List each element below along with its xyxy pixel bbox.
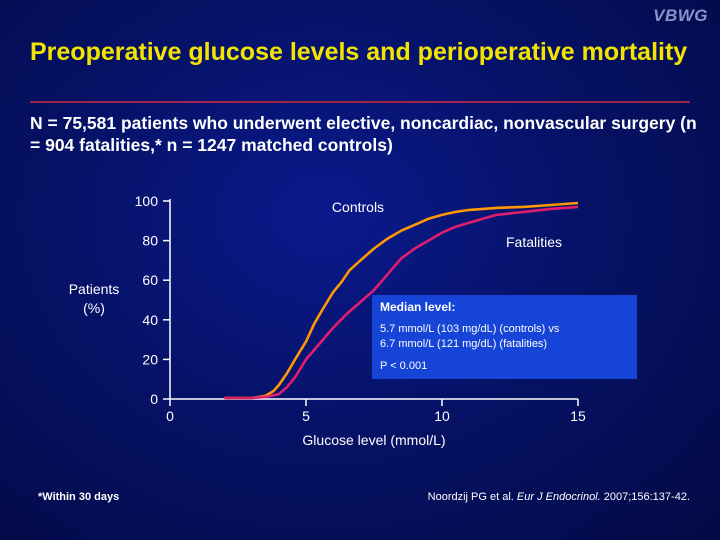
- median-controls-line: 5.7 mmol/L (103 mg/dL) (controls) vs: [380, 323, 560, 335]
- median-heading: Median level:: [380, 300, 456, 314]
- slide-title: Preoperative glucose levels and perioper…: [30, 38, 688, 66]
- series-label-controls: Controls: [332, 199, 384, 215]
- series-label-fatalities: Fatalities: [506, 234, 562, 250]
- y-tick-label: 40: [142, 312, 158, 328]
- y-axis-label: Patients (%): [69, 281, 120, 316]
- slide-subtitle: N = 75,581 patients who underwent electi…: [30, 113, 697, 155]
- x-tick-label: 10: [434, 408, 450, 424]
- x-tick-label: 0: [166, 408, 174, 424]
- series-line-controls: [224, 201, 579, 400]
- footnote: *Within 30 days: [38, 491, 120, 503]
- median-info-box: Median level: 5.7 mmol/L (103 mg/dL) (co…: [372, 295, 637, 379]
- citation-details: 2007;156:137-42.: [603, 491, 690, 503]
- x-tick-label: 15: [570, 408, 586, 424]
- y-tick-label: 80: [142, 233, 158, 249]
- x-tick-label: 5: [302, 408, 310, 424]
- y-axis-label-part: Patients: [69, 281, 120, 297]
- y-tick-label: 60: [142, 272, 158, 288]
- x-axis-label: Glucose level (mmol/L): [302, 432, 445, 448]
- p-value: P < 0.001: [380, 360, 428, 372]
- median-fatalities-line: 6.7 mmol/L (121 mg/dL) (fatalities): [380, 338, 548, 350]
- vbwg-logo: VBWG: [653, 6, 708, 25]
- y-axis-label-part: (%): [83, 300, 105, 316]
- y-tick-label: 20: [142, 351, 158, 367]
- citation-journal: Eur J Endocrinol.: [516, 491, 601, 503]
- citation: Noordzij PG et al. Eur J Endocrinol. 200…: [428, 491, 690, 503]
- series-line-fatalities: [224, 205, 579, 400]
- citation-authors: Noordzij PG et al.: [427, 491, 514, 503]
- title-divider: [30, 101, 690, 103]
- y-tick-label: 0: [150, 391, 158, 407]
- y-tick-label: 100: [135, 193, 159, 209]
